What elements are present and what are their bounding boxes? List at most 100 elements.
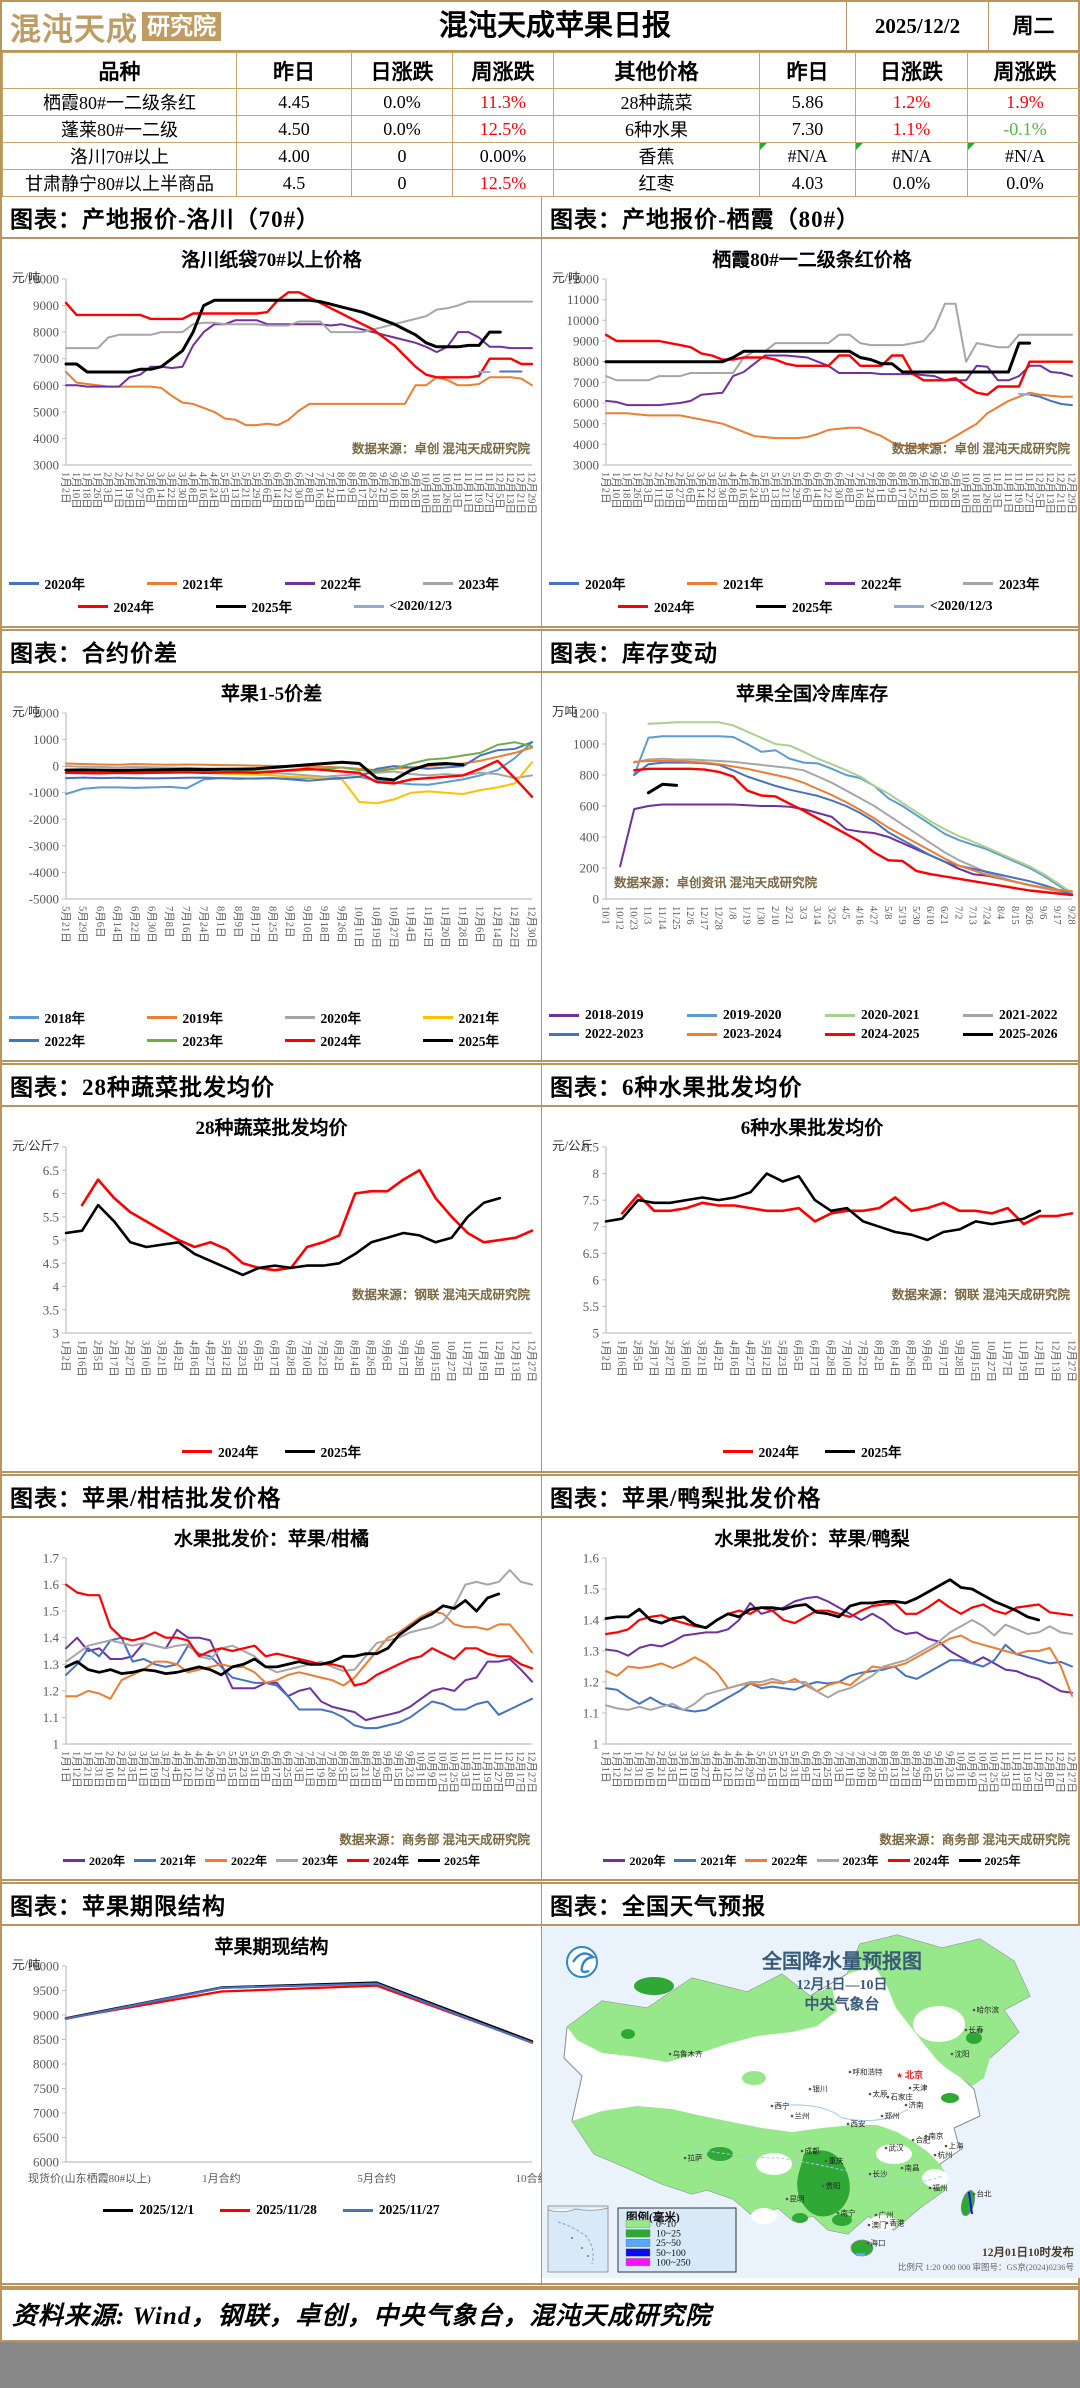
svg-text:11/25: 11/25 — [670, 906, 681, 930]
legend-item: 2025年 — [422, 1030, 535, 1050]
table-cell: 1.9% — [967, 88, 1080, 116]
svg-text:1月2日: 1月2日 — [59, 1340, 71, 1372]
svg-text:10月26日: 10月26日 — [441, 472, 453, 514]
svg-text:1000: 1000 — [573, 737, 599, 752]
svg-text:8月25日: 8月25日 — [906, 472, 918, 509]
table-cell: #N/A — [855, 142, 968, 170]
legend-label: 2022-2023 — [585, 1026, 644, 1041]
svg-text:1.6: 1.6 — [583, 1551, 600, 1566]
city-label: 沈阳 — [955, 2049, 970, 2059]
svg-text:0: 0 — [593, 892, 600, 907]
report-weekday: 周二 — [988, 2, 1078, 50]
svg-text:9月10日: 9月10日 — [928, 472, 940, 509]
svg-text:1月16日: 1月16日 — [615, 1340, 627, 1377]
legend-label: 2022年 — [230, 1854, 267, 1868]
svg-text:2月21日: 2月21日 — [655, 1751, 667, 1788]
svg-text:1月21日: 1月21日 — [622, 1751, 634, 1788]
chart-cell-contract-spread: 图表：合约价差 苹果1-5价差 元/吨 -5000 -4000 -3000 -2000… — [2, 631, 542, 1065]
cma-logo-icon — [566, 1946, 598, 1978]
svg-text:1月18日: 1月18日 — [81, 472, 93, 509]
svg-text:3月30日: 3月30日 — [716, 472, 728, 509]
svg-text:8月26日: 8月26日 — [365, 1340, 377, 1377]
svg-text:7000: 7000 — [33, 2106, 59, 2121]
chart-cell-term-structure: 图表：苹果期限结构 苹果期现结构 元/吨 6000 6500 7000 7500 800… — [2, 1884, 542, 2288]
city-label: 哈尔滨 — [977, 2005, 1000, 2015]
legend-line-swatch — [894, 604, 924, 608]
scale-note-label: 比例尺 1:20 000 000 审图号：GS京(2024)0236号 — [898, 2262, 1074, 2272]
price-table-header: 品种 昨日 日涨跌 周涨跌 其他价格 昨日 日涨跌 周涨跌 — [2, 52, 1080, 89]
svg-text:10月25日: 10月25日 — [448, 1751, 460, 1793]
legend-line-swatch — [745, 1859, 768, 1862]
svg-text:10月15日: 10月15日 — [429, 1340, 441, 1382]
chart-cell-fruit: 图表：6种水果批发均价 6种水果批发均价 元/公斤 5 5.5 6 6.5 7 7.5 8 8… — [542, 1065, 1080, 1476]
svg-text:3/25: 3/25 — [825, 906, 836, 925]
city-label: 合肥 — [916, 2135, 931, 2145]
chart-title: 苹果期现结构 — [214, 1937, 329, 1958]
city-label: 武汉 — [889, 2143, 904, 2153]
svg-text:2/21: 2/21 — [783, 906, 794, 925]
legend-line-swatch — [687, 581, 717, 585]
svg-text:5月15日: 5月15日 — [766, 1751, 778, 1788]
svg-text:8月5日: 8月5日 — [337, 1751, 349, 1783]
svg-text:11月3日: 11月3日 — [451, 472, 463, 508]
svg-text:5月21日: 5月21日 — [59, 906, 71, 943]
chart-legend: 2020年 2021年 2022年 2023年 2024年 2025年 <2020/12/3 — [2, 571, 541, 626]
svg-text:-4000: -4000 — [29, 865, 59, 880]
svg-text:8000: 8000 — [573, 354, 599, 369]
svg-text:5000: 5000 — [573, 416, 599, 431]
svg-text:5: 5 — [593, 1326, 600, 1341]
table-cell: 4.50 — [236, 115, 352, 143]
svg-text:3月10日: 3月10日 — [140, 1340, 152, 1377]
axis-unit-label: 万吨 — [552, 705, 578, 719]
svg-text:1月26日: 1月26日 — [631, 472, 643, 509]
city-label: 郑州 — [885, 2111, 900, 2121]
svg-text:7月10日: 7月10日 — [300, 1340, 312, 1377]
legend-label: 2025年 — [792, 600, 833, 615]
chart-apple-citrus: 水果批发价：苹果/柑橘 1 1.1 1.2 1.3 1.4 1.5 1.6 1.7 1月1日 1月… — [2, 1518, 541, 1879]
legend-label: 2021年 — [723, 577, 764, 592]
section-title: 图表：28种蔬菜批发均价 — [2, 1065, 541, 1107]
svg-text:12月13日: 12月13日 — [1049, 1340, 1061, 1382]
legend-item: 2025-2026 — [963, 1026, 1075, 1042]
svg-text:6月6日: 6月6日 — [94, 906, 106, 938]
svg-text:5月13日: 5月13日 — [769, 472, 781, 509]
svg-text:6000: 6000 — [33, 378, 59, 393]
svg-text:10月27日: 10月27日 — [985, 1340, 997, 1382]
legend-line-swatch — [146, 581, 177, 585]
svg-text:5月7日: 5月7日 — [755, 1751, 767, 1783]
svg-text:4月29日: 4月29日 — [744, 1751, 756, 1788]
legend-label: 2019年 — [182, 1011, 224, 1026]
legend-label: 2024年 — [320, 1034, 362, 1049]
svg-text:7月16日: 7月16日 — [854, 472, 866, 509]
svg-text:现货价(山东栖霞80#以上): 现货价(山东栖霞80#以上) — [28, 2171, 151, 2185]
svg-text:2月27日: 2月27日 — [133, 472, 145, 509]
city-label: 天津 — [913, 2084, 928, 2093]
svg-text:9月6日: 9月6日 — [381, 1340, 393, 1372]
svg-text:6: 6 — [593, 1272, 600, 1287]
svg-text:9月17日: 9月17日 — [937, 1340, 949, 1377]
svg-text:11月11日: 11月11日 — [1010, 1751, 1022, 1792]
svg-text:7月28日: 7月28日 — [326, 1751, 338, 1788]
svg-text:6月17日: 6月17日 — [808, 1340, 820, 1377]
city-label: 上海 — [949, 2141, 964, 2151]
svg-text:9月17日: 9月17日 — [397, 1340, 409, 1377]
svg-text:10月9日: 10月9日 — [965, 1751, 977, 1788]
chart-spread: 苹果1-5价差 元/吨 -5000 -4000 -3000 -2000 -1000 0 10… — [2, 673, 541, 1060]
rain-10-25-areas — [621, 1977, 982, 2226]
table-cell: 洛川70#以上 — [2, 142, 237, 170]
svg-text:11月19日: 11月19日 — [477, 1340, 489, 1382]
legend-item: 2021年 — [674, 1852, 736, 1869]
svg-text:10月19日: 10月19日 — [370, 906, 382, 948]
svg-text:4.5: 4.5 — [43, 1256, 59, 1271]
svg-text:7月8日: 7月8日 — [163, 906, 175, 938]
svg-text:9月23日: 9月23日 — [943, 1751, 955, 1788]
table-cell: 7.30 — [759, 115, 856, 143]
svg-text:3月21日: 3月21日 — [156, 1340, 168, 1377]
svg-text:9月10日: 9月10日 — [301, 906, 313, 943]
table-cell: 甘肃静宁80#以上半商品 — [2, 169, 237, 197]
svg-text:7月3日: 7月3日 — [832, 1751, 844, 1783]
city-label: 长春 — [969, 2025, 984, 2035]
table-cell: 栖霞80#一二级条红 — [2, 88, 237, 116]
legend-item: 2025/11/27 — [342, 2202, 440, 2218]
svg-text:5月21日: 5月21日 — [239, 472, 251, 509]
